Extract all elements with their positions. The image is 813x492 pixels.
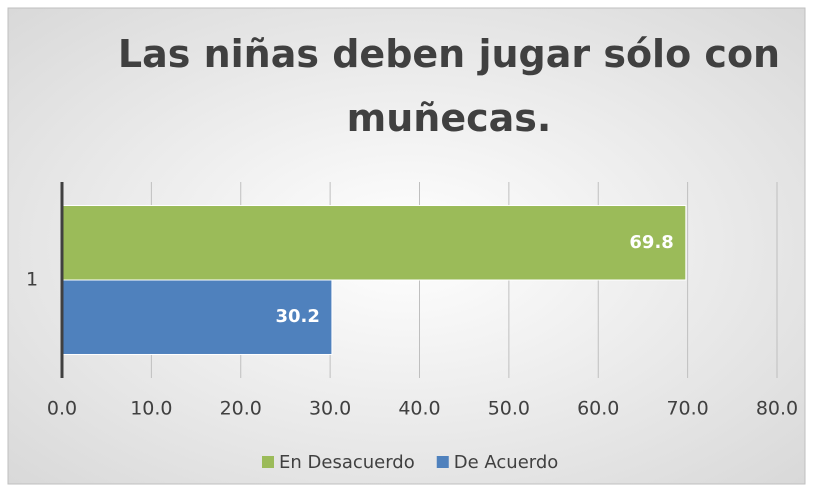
x-tick-label: 70.0 xyxy=(666,398,708,420)
x-tick-label: 80.0 xyxy=(756,398,798,420)
legend-label: De Acuerdo xyxy=(454,452,559,473)
legend-swatch xyxy=(436,456,449,468)
x-tick-label: 50.0 xyxy=(488,398,530,420)
x-tick-label: 10.0 xyxy=(130,398,172,420)
legend-label: En Desacuerdo xyxy=(279,452,415,473)
chart-title: Las niñas deben jugar sólo con muñecas. xyxy=(117,32,781,140)
x-tick-label: 40.0 xyxy=(398,398,440,420)
data-label: 30.2 xyxy=(275,306,319,327)
bar xyxy=(61,279,333,355)
legend-swatch xyxy=(262,456,274,468)
x-tick-label: 20.0 xyxy=(220,398,262,420)
x-tick-label: 0.0 xyxy=(47,398,77,420)
x-tick-label: 60.0 xyxy=(577,398,619,420)
y-tick-label: 1 xyxy=(26,269,38,291)
data-label: 69.8 xyxy=(629,232,673,253)
bar xyxy=(61,205,687,281)
x-tick-label: 30.0 xyxy=(309,398,351,420)
